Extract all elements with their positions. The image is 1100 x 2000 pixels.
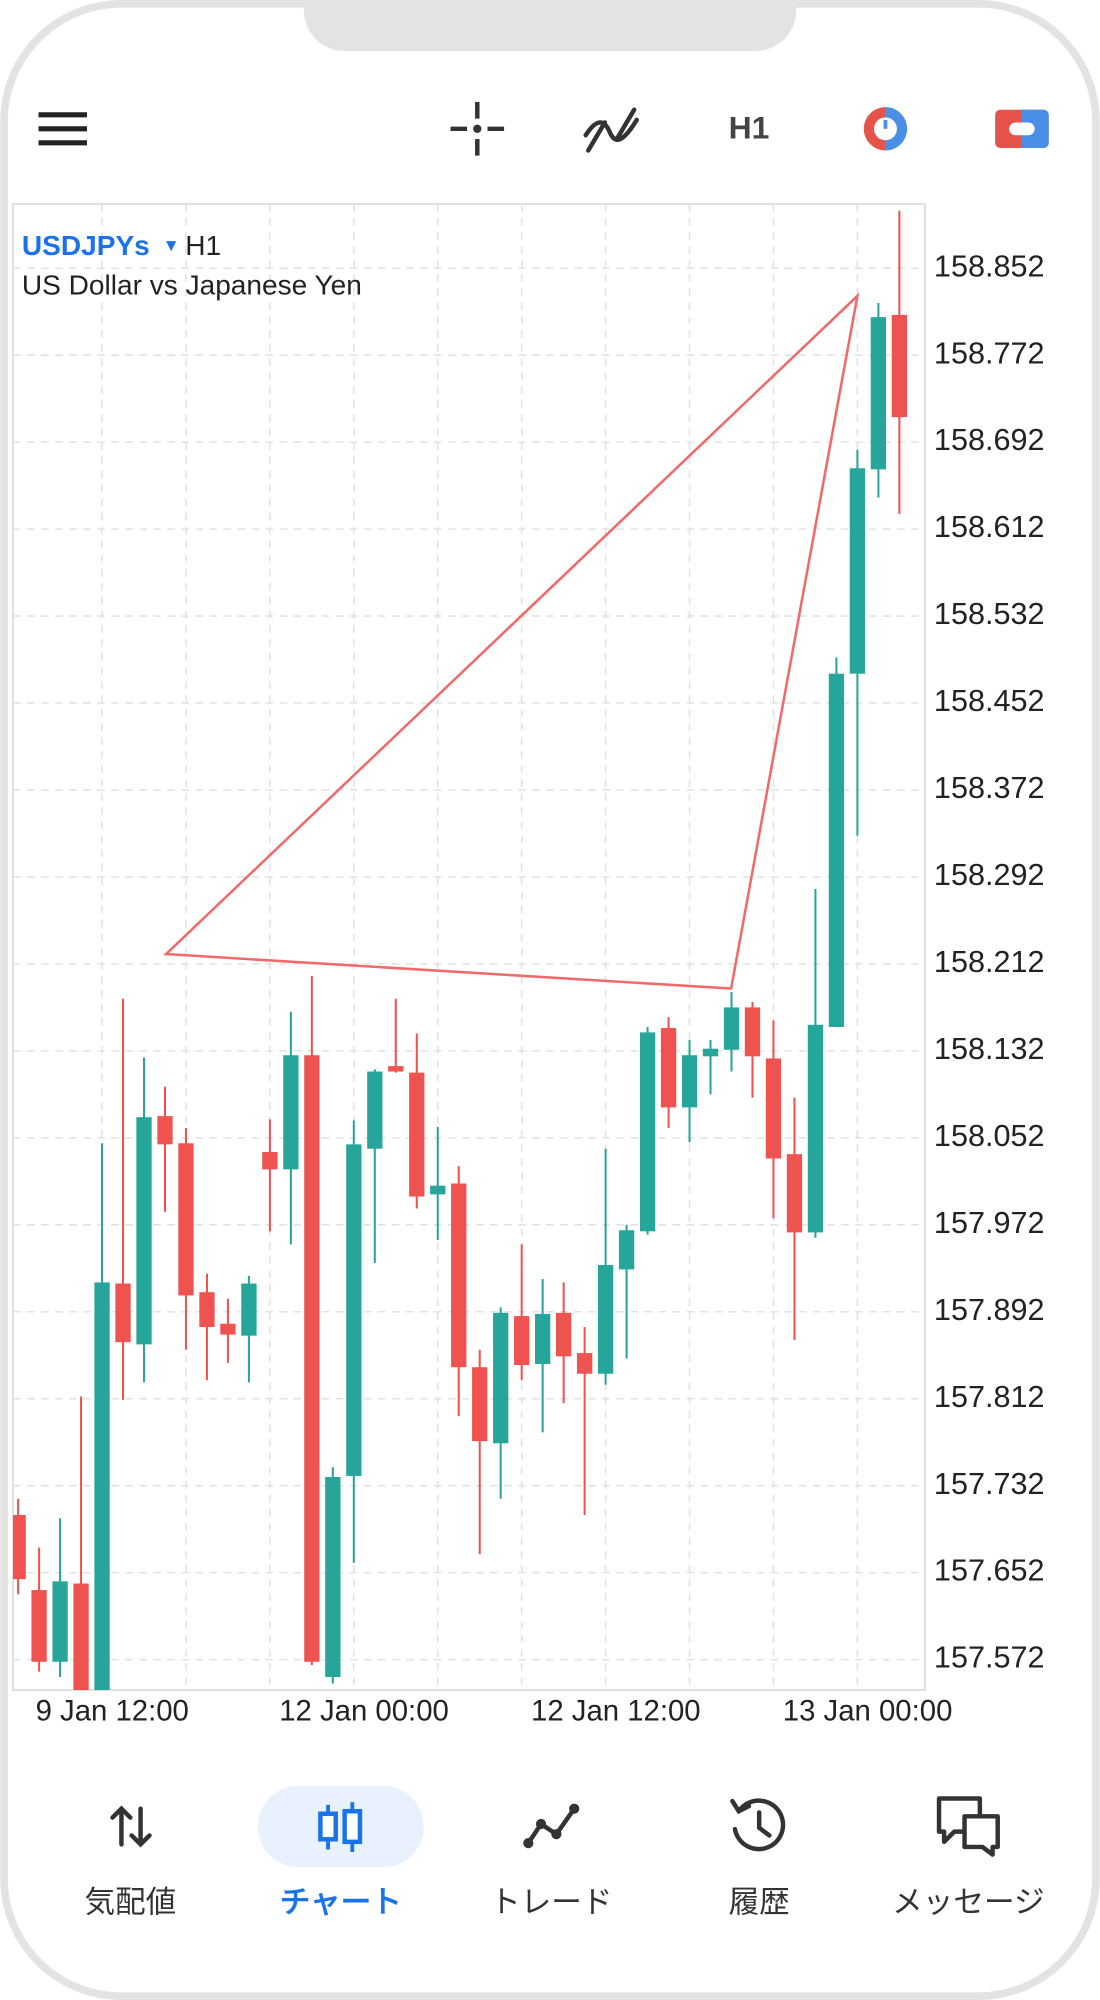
nav-label[interactable]: 履歴 [729,1885,790,1919]
candle-body [325,1476,341,1678]
candle-body [493,1312,509,1444]
candle-body [807,1024,824,1233]
candle-body [555,1312,572,1357]
price-label: 158.052 [934,1119,1045,1153]
candle-body [849,468,866,674]
candle-body [262,1151,278,1170]
candle-body [618,1230,635,1270]
candle-body [241,1283,257,1336]
time-label: 9 Jan 12:00 [36,1695,189,1728]
candle-body [136,1117,152,1345]
trade-icon[interactable] [523,1803,580,1849]
nav-label[interactable]: メッセージ [892,1885,1044,1919]
candle-body [472,1367,488,1442]
candle-body [744,1007,761,1057]
crosshair-button[interactable] [450,102,505,156]
candle-body [828,673,845,1027]
candle-body [430,1185,446,1195]
history-icon[interactable] [730,1798,786,1852]
nav-label[interactable]: 気配値 [84,1885,176,1919]
time-label: 12 Jan 12:00 [531,1695,701,1728]
price-label: 157.892 [934,1293,1045,1327]
candle-body [409,1072,425,1197]
menu-button[interactable] [38,112,87,146]
candle-body [681,1055,698,1108]
candle-body [13,1515,26,1580]
time-label: 12 Jan 00:00 [279,1695,449,1728]
time-label: 13 Jan 00:00 [783,1695,953,1728]
price-label: 158.212 [934,945,1045,979]
candle-body [304,1055,320,1662]
price-label: 158.132 [934,1032,1045,1066]
candle-body [639,1032,656,1232]
candle-body [660,1028,677,1108]
price-label: 158.852 [934,249,1045,283]
bottom-nav: 気配値 チャート トレード 履歴 メッセージ [84,1785,1045,1919]
candle-body [451,1183,467,1368]
candle-body [31,1590,47,1662]
price-label: 158.612 [934,510,1045,544]
candle-body [870,317,887,470]
candle-body [535,1313,551,1364]
price-label: 158.692 [934,423,1045,457]
price-label: 158.452 [934,684,1045,718]
candle-body [199,1292,215,1327]
price-label: 158.532 [934,597,1045,631]
candle-body [346,1144,362,1476]
price-label: 158.292 [934,858,1045,892]
messages-icon[interactable] [936,1796,1000,1857]
nav-label[interactable]: チャート [280,1885,402,1919]
one-click-button[interactable] [995,109,1049,148]
timeframe-button[interactable]: H1 [729,110,770,146]
candle-body [765,1058,782,1159]
candle-body [597,1265,614,1374]
candle-body [891,314,908,418]
nav-label[interactable]: トレード [490,1885,612,1919]
nav-labels: 気配値 チャート トレード 履歴 メッセージ [84,1885,1044,1919]
candle-body [702,1048,719,1057]
indicators-button[interactable] [583,107,639,153]
candle-body [157,1116,173,1145]
triangle-drawing[interactable] [163,292,860,990]
candle-body [514,1316,530,1366]
symbol-dropdown[interactable] [166,241,177,252]
quotes-icon[interactable] [110,1805,152,1848]
candle-body [723,1007,740,1050]
axes: 158.852 158.772 158.692 158.612 158.532 158.4… [36,249,1045,1727]
chart-timeframe: H1 [185,230,221,261]
notch [303,0,797,52]
price-label: 157.812 [934,1380,1045,1414]
candle-body [388,1066,404,1072]
chart: USDJPYs H1 US Dollar vs Japanese Yen 158… [12,203,1045,1728]
price-label: 157.652 [934,1554,1045,1588]
candle-body [52,1581,68,1662]
candle-body [115,1283,131,1343]
candle-body [220,1323,236,1335]
symbol[interactable]: USDJPYs [22,230,150,261]
price-label: 157.572 [934,1641,1045,1675]
chart-icon[interactable] [318,1802,363,1853]
top-toolbar: H1 [38,102,1049,156]
price-label: 158.772 [934,336,1045,370]
plot-border [12,203,926,1692]
candles [13,210,908,1691]
price-label: 157.732 [934,1467,1045,1501]
price-label: 157.972 [934,1206,1045,1240]
candle-body [178,1143,194,1296]
grid [13,204,925,1691]
candle-body [73,1583,89,1691]
candle-body [94,1282,110,1691]
symbol-description: US Dollar vs Japanese Yen [22,269,362,300]
candle-body [786,1154,803,1233]
active-tab-highlight [257,1785,424,1868]
candle-body [283,1055,299,1170]
candle-body [576,1353,593,1374]
trade-clock-button[interactable] [863,107,908,151]
candle-body [367,1071,383,1149]
price-label: 158.372 [934,771,1045,805]
